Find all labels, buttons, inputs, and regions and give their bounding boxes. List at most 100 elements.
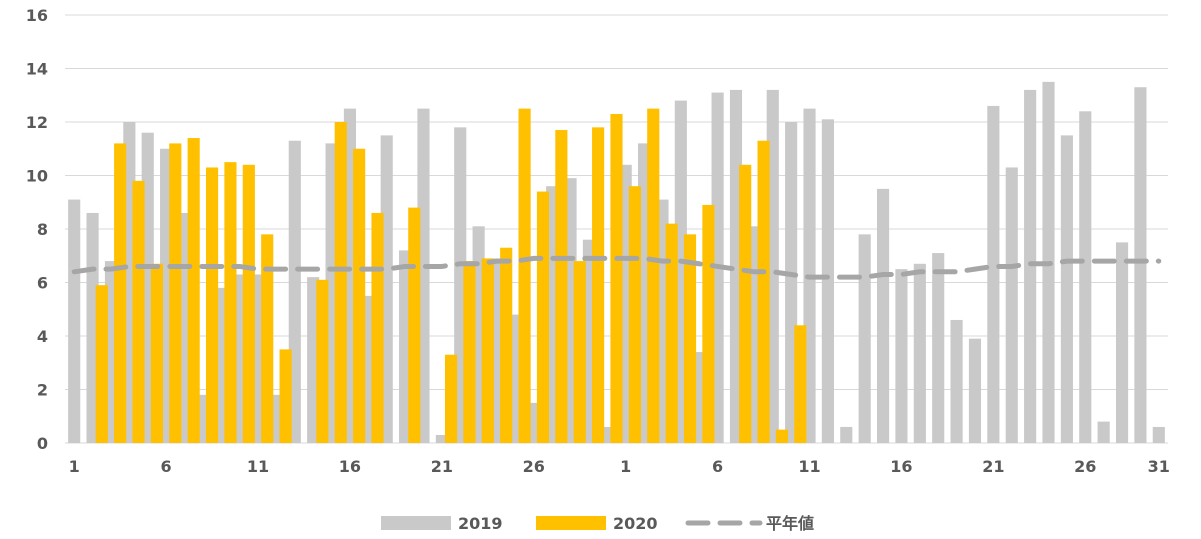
bar-2019 <box>766 89 779 444</box>
bar-2019 <box>950 319 963 443</box>
bar-2020 <box>353 148 366 443</box>
bar-2019 <box>68 199 81 443</box>
legend-label-normal: 平年値 <box>766 514 814 533</box>
bar-2020 <box>463 261 476 443</box>
legend-label-2019: 2019 <box>458 514 503 533</box>
x-tick-label: 26 <box>1074 457 1096 476</box>
bar-2020 <box>150 263 163 443</box>
bar-2019 <box>564 178 577 444</box>
x-tick-label: 1 <box>620 457 631 476</box>
bar-2020 <box>573 261 586 443</box>
legend: 2019 2020 平年値 <box>381 514 814 533</box>
bar-2020 <box>444 354 458 443</box>
bar-2019 <box>932 253 945 443</box>
bar-2020 <box>628 186 641 443</box>
bar-2020 <box>279 349 292 443</box>
bar-2019 <box>968 338 982 443</box>
x-tick-label: 16 <box>890 457 912 476</box>
bar-2019 <box>638 143 651 443</box>
bar-2020 <box>95 285 108 443</box>
y-tick-label: 10 <box>26 167 48 186</box>
bar-2019 <box>454 127 467 443</box>
bar-2019 <box>821 119 834 443</box>
bar-2019 <box>785 122 798 443</box>
bar-2020 <box>408 207 421 443</box>
bar-2020 <box>169 143 182 443</box>
bar-2020 <box>518 108 531 443</box>
x-tick-label: 21 <box>982 457 1004 476</box>
bar-2019 <box>1115 242 1129 443</box>
bars <box>68 81 1165 444</box>
bar-2019 <box>1005 167 1018 443</box>
bar-2020 <box>775 429 789 443</box>
bar-2019 <box>362 295 375 443</box>
bar-2019 <box>141 132 154 443</box>
bar-2020 <box>114 143 127 443</box>
x-tick-label: 11 <box>247 457 269 476</box>
bar-2019 <box>840 426 853 443</box>
bar-2019 <box>1152 426 1165 443</box>
bar-2019 <box>288 140 301 443</box>
y-tick-label: 12 <box>26 113 48 132</box>
x-tick-label: 16 <box>339 457 361 476</box>
bar-2020 <box>702 204 715 443</box>
bar-2020 <box>665 223 678 443</box>
bar-2019 <box>619 164 632 444</box>
bar-2020 <box>187 138 200 444</box>
bar-2019 <box>748 226 761 443</box>
bar-2019 <box>582 239 595 443</box>
bar-2019 <box>215 287 228 443</box>
y-tick-label: 14 <box>26 60 48 79</box>
x-tick-label: 1 <box>69 457 80 476</box>
legend-swatch-2020 <box>536 516 606 530</box>
bar-2019 <box>123 122 136 443</box>
y-tick-label: 16 <box>26 6 48 25</box>
bar-2019 <box>601 426 614 443</box>
bar-2019 <box>104 261 118 443</box>
bar-2019 <box>380 135 393 443</box>
y-axis: 0 2 4 6 8 10 12 14 16 <box>26 6 48 453</box>
bar-2019 <box>435 434 448 443</box>
x-tick-label: 6 <box>712 457 723 476</box>
bar-2020 <box>739 164 752 444</box>
bar-2020 <box>334 122 347 443</box>
bar-2020 <box>592 127 605 443</box>
bar-2020 <box>242 164 255 444</box>
bar-2019 <box>490 258 504 443</box>
normal-value-series <box>71 255 1162 280</box>
normal-value-line <box>71 255 1162 280</box>
bar-2019 <box>895 269 908 443</box>
bar-2019 <box>1134 87 1147 443</box>
bar-2020 <box>261 234 274 443</box>
bar-2019 <box>343 108 357 443</box>
legend-label-2020: 2020 <box>613 514 658 533</box>
bar-2019 <box>674 100 687 443</box>
bar-2020 <box>500 247 513 443</box>
bar-2020 <box>683 234 697 443</box>
bar-2019 <box>1097 421 1110 443</box>
bar-2020 <box>536 191 550 443</box>
x-tick-label: 11 <box>798 457 820 476</box>
x-tick-label: 26 <box>523 457 545 476</box>
bar-2019 <box>729 89 743 444</box>
x-tick-label: 6 <box>161 457 172 476</box>
bar-2019 <box>858 234 871 443</box>
bar-2020 <box>555 130 568 443</box>
bar-2019 <box>307 277 320 443</box>
bar-2019 <box>160 148 173 443</box>
bar-2019 <box>251 274 265 443</box>
bar-2020 <box>757 140 770 443</box>
bar-2019 <box>472 226 485 443</box>
y-tick-label: 0 <box>37 434 48 453</box>
y-tick-label: 4 <box>37 327 48 346</box>
bar-2019 <box>178 212 191 443</box>
x-tick-label: 31 <box>1148 457 1170 476</box>
bar-2020 <box>371 212 384 443</box>
bar-2019 <box>196 394 209 443</box>
bar-2019 <box>509 314 522 443</box>
bar-2019 <box>693 352 706 443</box>
bar-2020 <box>794 325 807 443</box>
y-tick-label: 6 <box>37 274 48 293</box>
bar-2020 <box>316 279 329 443</box>
